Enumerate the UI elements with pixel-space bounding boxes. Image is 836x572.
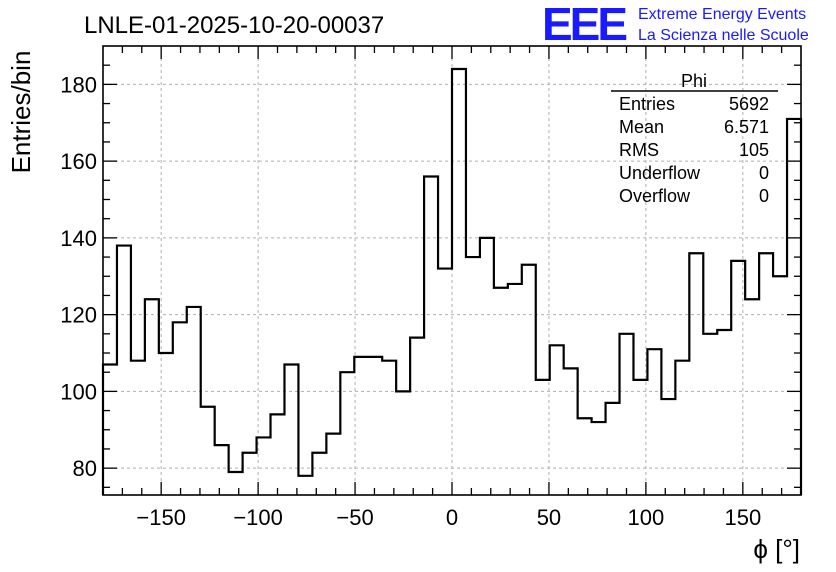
stats-value: 0 <box>759 163 769 183</box>
x-tick-label: −100 <box>233 505 283 530</box>
logo-line-2: La Scienza nelle Scuole <box>638 27 809 44</box>
stats-label: Mean <box>619 117 664 137</box>
histogram-line <box>101 67 803 495</box>
x-tick-label: 0 <box>446 505 458 530</box>
stats-value: 6.571 <box>724 117 769 137</box>
stats-label: Overflow <box>619 186 691 206</box>
y-tick-label: 140 <box>60 226 97 251</box>
stats-box-name: Phi <box>681 71 707 91</box>
y-tick-label: 100 <box>60 379 97 404</box>
x-axis-title: ϕ [°] <box>753 534 800 564</box>
x-tick-label: −150 <box>136 505 186 530</box>
eee-logo-mark: EEE <box>542 0 626 50</box>
eee-logo: EEE Extreme Energy Events La Scienza nel… <box>542 0 809 50</box>
y-tick-label: 160 <box>60 149 97 174</box>
x-tick-labels: −150 −100 −50 0 50 100 150 <box>136 505 761 530</box>
x-tick-label: 150 <box>724 505 761 530</box>
stats-box: Phi Entries 5692 Mean 6.571 RMS 105 Underflow 0… <box>611 71 778 206</box>
stats-label: RMS <box>619 140 659 160</box>
y-tick-label: 80 <box>73 456 97 481</box>
y-axis-title: Entries/bin <box>6 51 36 174</box>
stats-value: 0 <box>759 186 769 206</box>
y-tick-label: 120 <box>60 303 97 328</box>
logo-line-1: Extreme Energy Events <box>638 6 806 23</box>
x-tick-label: −50 <box>336 505 373 530</box>
stats-rows: Entries 5692 Mean 6.571 RMS 105 Underflow 0 Over… <box>619 94 769 206</box>
stats-label: Underflow <box>619 163 701 183</box>
axis-ticks <box>103 46 801 495</box>
y-tick-label: 180 <box>60 72 97 97</box>
x-tick-label: 50 <box>537 505 561 530</box>
stats-label: Entries <box>619 94 675 114</box>
chart-title: LNLE-01-2025-10-20-00037 <box>84 12 384 39</box>
stats-value: 5692 <box>729 94 769 114</box>
y-tick-labels: 80 100 120 140 160 180 <box>60 72 97 481</box>
x-tick-label: 100 <box>628 505 665 530</box>
stats-value: 105 <box>739 140 769 160</box>
